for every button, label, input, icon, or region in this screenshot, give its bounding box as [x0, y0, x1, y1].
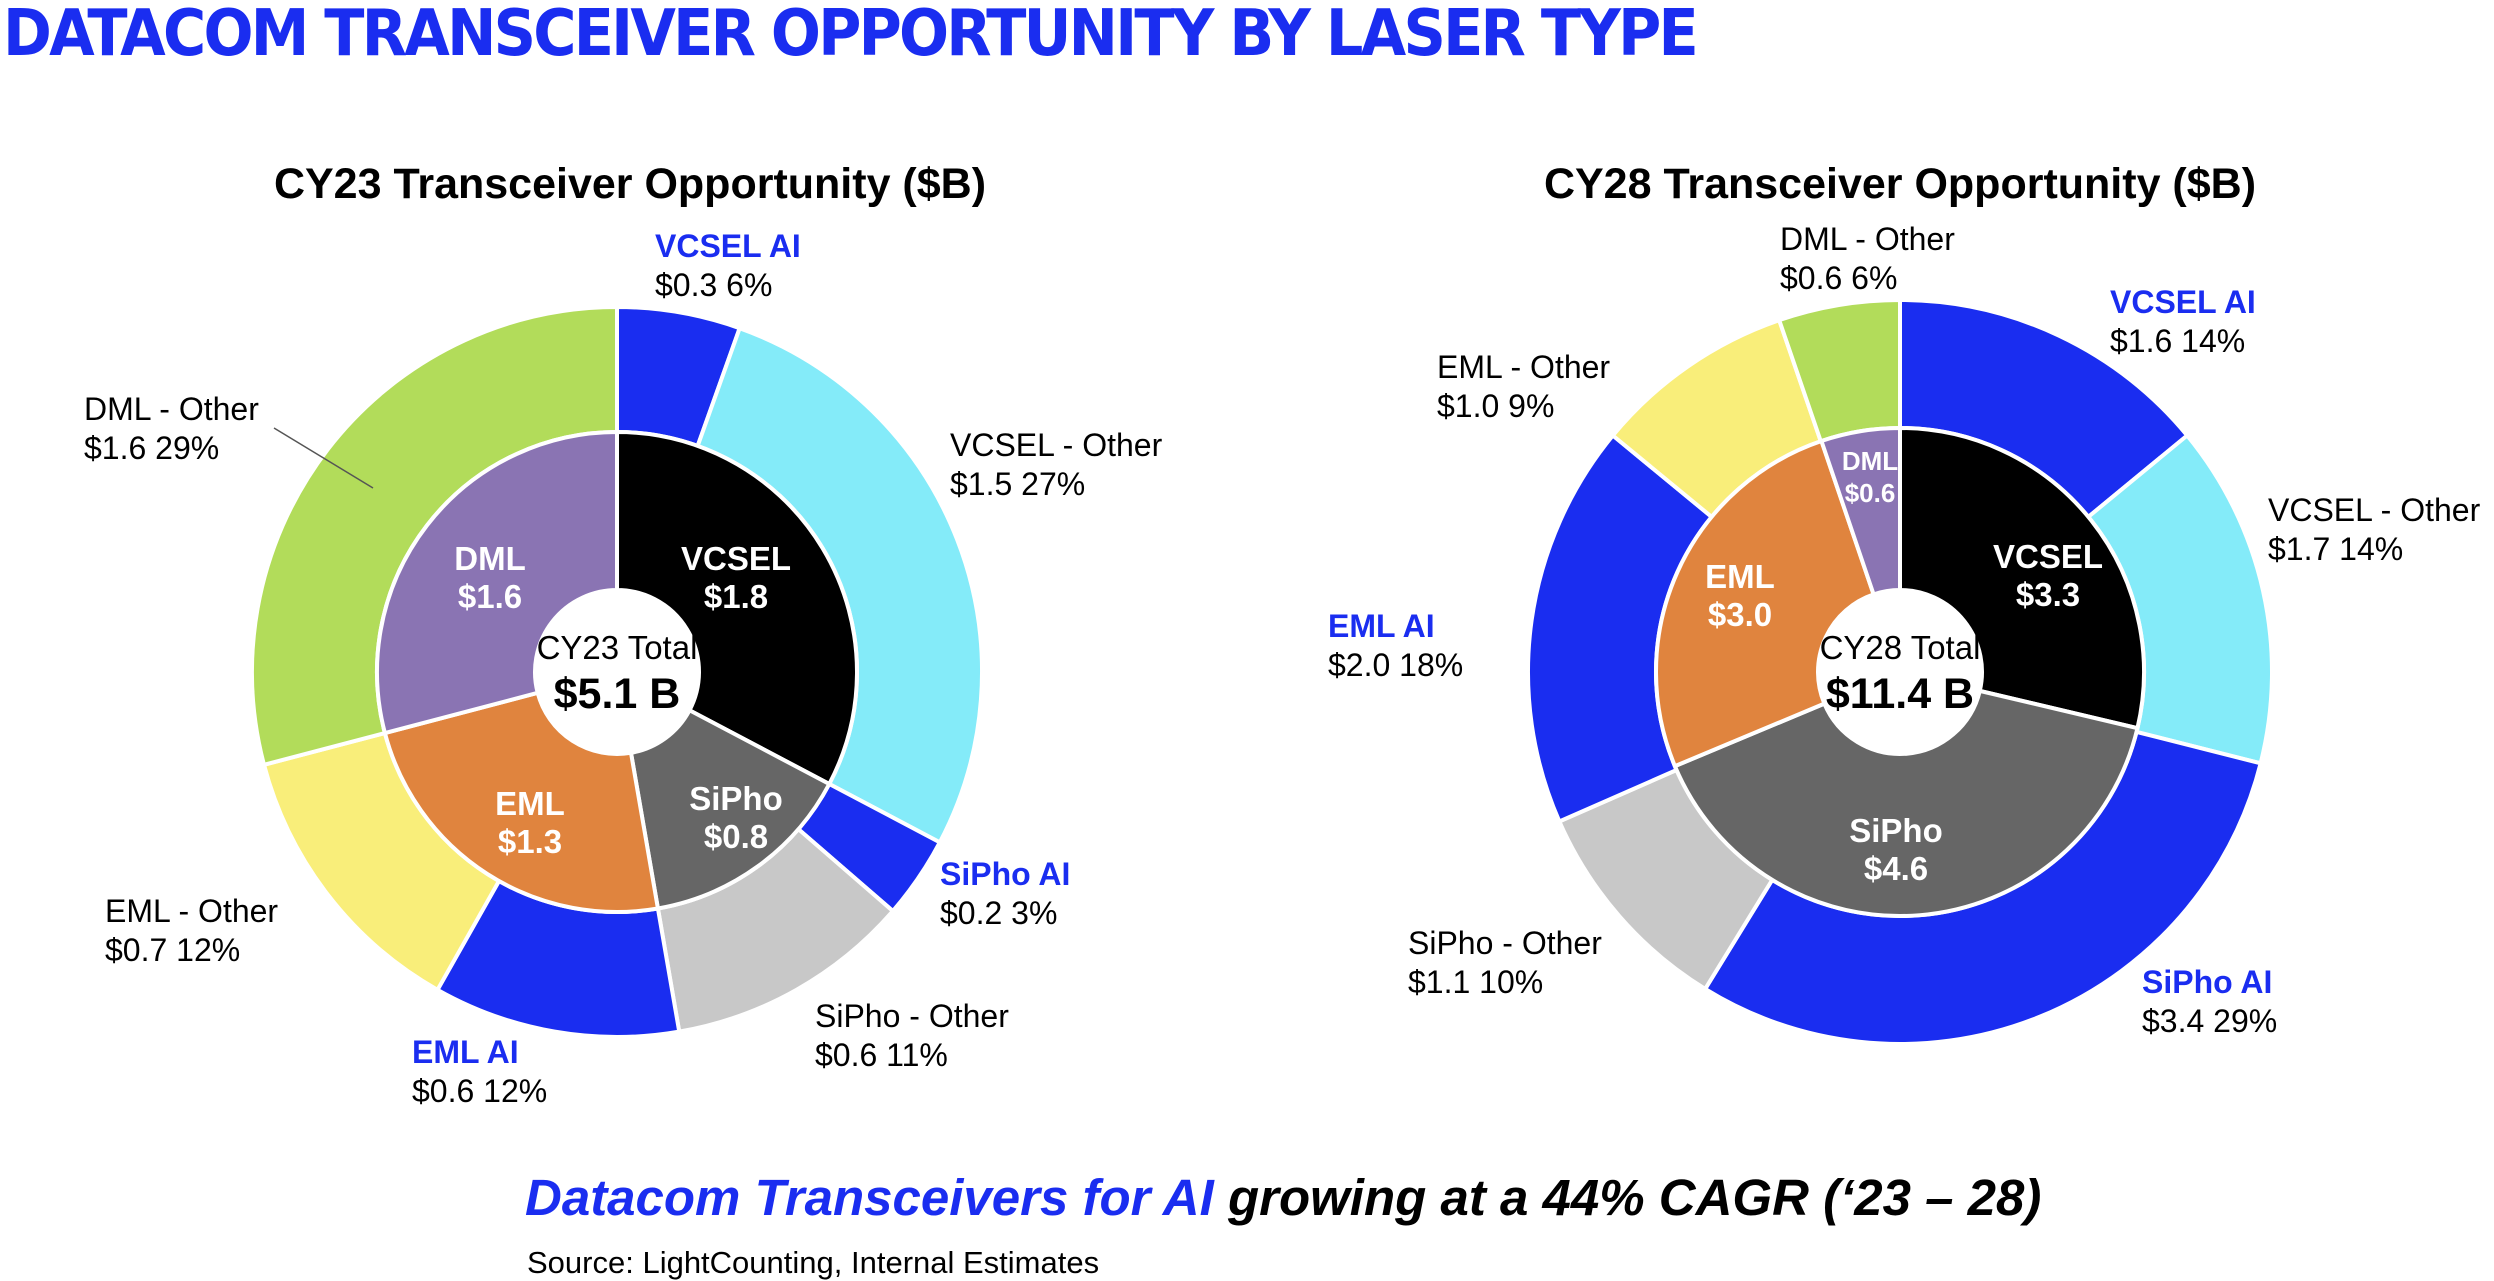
cy23-donut-chart: CY23 Transceiver Opportunity ($B) VCSEL$…: [84, 160, 1163, 1109]
outer-label-eml-other: EML - Other: [105, 893, 278, 929]
outer-label-vcsel-other: VCSEL - Other: [950, 427, 1163, 463]
outer-label-dml-other: DML - Other: [1780, 221, 1955, 257]
inner-label-sipho: SiPho: [689, 780, 783, 817]
outer-value-eml-ai: $2.0 18%: [1328, 647, 1463, 683]
inner-value-sipho: $0.8: [704, 818, 768, 855]
outer-label-vcsel-ai: VCSEL AI: [2110, 284, 2256, 320]
inner-value-eml: $1.3: [498, 823, 562, 860]
outer-label-sipho-ai: SiPho AI: [940, 856, 1070, 892]
outer-value-vcsel-other: $1.7 14%: [2268, 531, 2403, 567]
donut-center: [1818, 590, 1982, 754]
outer-value-dml-other: $1.6 29%: [84, 430, 219, 466]
outer-value-vcsel-ai: $1.6 14%: [2110, 323, 2245, 359]
outer-label-vcsel-other: VCSEL - Other: [2268, 492, 2481, 528]
outer-value-eml-other: $1.0 9%: [1437, 388, 1554, 424]
outer-value-vcsel-ai: $0.3 6%: [655, 267, 772, 303]
outer-label-eml-ai: EML AI: [1328, 608, 1435, 644]
inner-value-vcsel: $3.3: [2016, 576, 2080, 613]
center-total-label: CY23 Total: [537, 629, 698, 666]
inner-value-dml: $1.6: [458, 578, 522, 615]
inner-label-eml: EML: [495, 785, 565, 822]
outer-value-sipho-other: $0.6 11%: [815, 1037, 948, 1073]
footer-text: growing at a 44% CAGR (‘23 – 28): [1213, 1169, 2042, 1226]
inner-value-vcsel: $1.8: [704, 578, 768, 615]
chart-title: CY28 Transceiver Opportunity ($B): [1544, 160, 2256, 208]
center-total-label: CY28 Total: [1820, 629, 1981, 666]
outer-label-dml-other: DML - Other: [84, 391, 259, 427]
inner-label-sipho: SiPho: [1849, 812, 1943, 849]
inner-label-eml: EML: [1705, 558, 1775, 595]
outer-label-vcsel-ai: VCSEL AI: [655, 228, 801, 264]
chart-title: CY23 Transceiver Opportunity ($B): [274, 160, 986, 208]
outer-value-eml-ai: $0.6 12%: [412, 1073, 547, 1109]
center-total-value: $11.4 B: [1826, 670, 1974, 718]
donut-center: [535, 590, 699, 754]
outer-label-sipho-other: SiPho - Other: [1408, 925, 1602, 961]
outer-label-eml-ai: EML AI: [412, 1034, 519, 1070]
source-note: Source: LightCounting, Internal Estimate…: [527, 1245, 1100, 1280]
outer-value-dml-other: $0.6 6%: [1780, 260, 1897, 296]
page-title: DATACOM TRANSCEIVER OPPORTUNITY BY LASER…: [3, 0, 1699, 71]
outer-label-sipho-other: SiPho - Other: [815, 998, 1009, 1034]
outer-label-eml-other: EML - Other: [1437, 349, 1610, 385]
cagr-footnote: Datacom Transceivers for AI growing at a…: [525, 1168, 2041, 1227]
footer-highlight: Datacom Transceivers for AI: [525, 1169, 1214, 1226]
outer-label-sipho-ai: SiPho AI: [2142, 964, 2272, 1000]
inner-value-sipho: $4.6: [1864, 850, 1928, 887]
inner-label-vcsel: VCSEL: [1993, 538, 2103, 575]
inner-slice-vcsel: [1898, 425, 2146, 731]
inner-label-vcsel: VCSEL: [681, 540, 791, 577]
inner-label-dml: DML: [454, 540, 525, 577]
outer-value-sipho-ai: $0.2 3%: [940, 895, 1057, 931]
leader-line: [273, 427, 374, 489]
outer-value-vcsel-other: $1.5 27%: [950, 466, 1085, 502]
inner-value-dml: $0.6: [1845, 478, 1896, 508]
outer-value-sipho-other: $1.1 10%: [1408, 964, 1543, 1000]
outer-value-eml-other: $0.7 12%: [105, 932, 240, 968]
inner-label-dml: DML: [1842, 446, 1898, 476]
inner-value-eml: $3.0: [1708, 596, 1772, 633]
outer-value-sipho-ai: $3.4 29%: [2142, 1003, 2277, 1039]
cy28-donut-chart: CY28 Transceiver Opportunity ($B) VCSEL$…: [1328, 160, 2481, 1047]
center-total-value: $5.1 B: [554, 670, 681, 718]
